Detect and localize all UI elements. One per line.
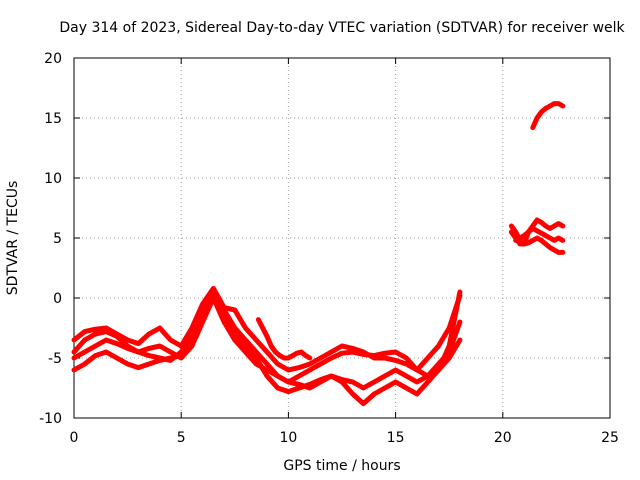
x-tick-label: 0	[70, 430, 79, 446]
chart-title: Day 314 of 2023, Sidereal Day-to-day VTE…	[59, 20, 625, 36]
series-track-6	[508, 217, 566, 247]
series-track-5	[255, 317, 313, 361]
y-tick-label: 15	[44, 111, 62, 127]
y-tick-label: 0	[53, 291, 62, 307]
grid	[74, 58, 610, 418]
x-tick-label: 20	[494, 430, 512, 446]
x-tick-label: 15	[387, 430, 405, 446]
series-group	[71, 101, 566, 407]
x-tick-label: 10	[279, 430, 297, 446]
series-track-4	[71, 295, 463, 391]
y-tick-label: 10	[44, 171, 62, 187]
series-track-8	[513, 225, 566, 243]
x-tick-label: 5	[177, 430, 186, 446]
x-axis-label: GPS time / hours	[283, 458, 400, 474]
series-track-3	[71, 285, 463, 373]
y-tick-label: -10	[39, 411, 62, 427]
y-axis-label: SDTVAR / TECUs	[5, 181, 21, 296]
y-tick-label: 20	[44, 51, 62, 67]
x-tick-label: 25	[601, 430, 619, 446]
y-tick-label: 5	[53, 231, 62, 247]
y-tick-label: -5	[48, 351, 62, 367]
series-track-9	[530, 101, 566, 131]
series-track-2	[71, 293, 463, 407]
axis-ticks: 0 5 10 15 20 25 -10 -5 0 5 10 15 20	[39, 51, 619, 446]
